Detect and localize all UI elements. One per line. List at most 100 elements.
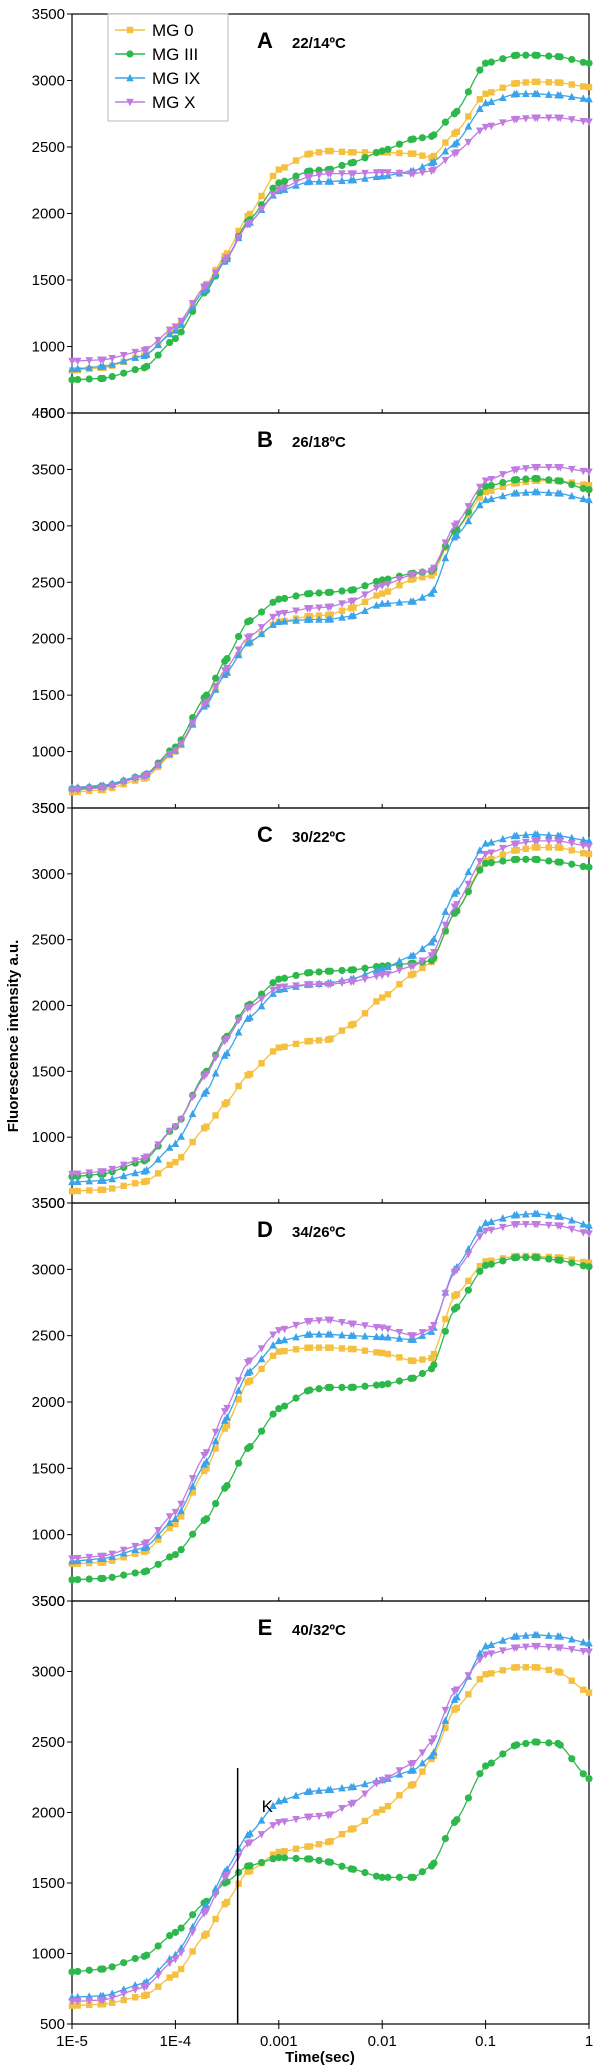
data-point-sample bbox=[257, 205, 266, 214]
series-mg-x bbox=[68, 1221, 593, 1563]
data-point-sample bbox=[511, 80, 518, 87]
data-point-sample bbox=[257, 1345, 266, 1353]
data-point-sample bbox=[223, 1404, 231, 1413]
data-point-sample bbox=[120, 1996, 127, 2004]
data-point-sample bbox=[188, 1928, 197, 1937]
data-point-sample bbox=[292, 178, 300, 187]
series-mg-iii bbox=[68, 855, 593, 1181]
data-point bbox=[481, 1227, 490, 1236]
series-line bbox=[71, 1256, 590, 1581]
data-point-sample bbox=[234, 1028, 243, 1036]
data-point-sample bbox=[188, 1482, 197, 1490]
data-point-sample bbox=[315, 1344, 323, 1351]
data-point-sample bbox=[119, 778, 128, 787]
data-point-sample bbox=[441, 921, 450, 930]
data-point-sample bbox=[280, 1335, 289, 1344]
data-point-sample bbox=[292, 1333, 300, 1341]
data-point-sample bbox=[476, 1649, 484, 1657]
data-point-sample bbox=[223, 655, 231, 663]
data-point-sample bbox=[86, 1559, 93, 1567]
data-point-sample bbox=[97, 374, 105, 383]
data-point-sample bbox=[544, 114, 553, 122]
data-point-sample bbox=[177, 328, 185, 336]
data-point-sample bbox=[395, 1873, 404, 1881]
data-point-sample bbox=[154, 340, 162, 349]
data-point-sample bbox=[326, 603, 335, 611]
legend: MG 0 MG III MG IX MG X bbox=[107, 13, 229, 122]
data-point-sample bbox=[487, 838, 496, 846]
y-tick-label: 500 bbox=[40, 800, 65, 817]
data-point-sample bbox=[73, 1170, 82, 1178]
data-point-sample bbox=[373, 1349, 380, 1356]
data-point-sample bbox=[177, 1116, 185, 1124]
data-point-sample bbox=[487, 481, 495, 490]
data-point-sample bbox=[246, 219, 254, 227]
legend-marker bbox=[126, 98, 134, 107]
data-point-sample bbox=[338, 1319, 346, 1327]
data-point-sample bbox=[556, 837, 565, 846]
data-point-sample bbox=[200, 701, 208, 709]
data-point-sample bbox=[85, 363, 94, 371]
data-point bbox=[68, 364, 76, 373]
data-point-sample bbox=[372, 1323, 381, 1332]
data-point-sample bbox=[292, 1815, 300, 1824]
data-point-sample bbox=[349, 175, 358, 184]
series-mg-0 bbox=[68, 844, 593, 1195]
data-point-sample bbox=[579, 842, 588, 850]
data-point-sample bbox=[280, 594, 289, 603]
data-point-sample bbox=[373, 998, 380, 1005]
panel-title: 40/32ºC bbox=[292, 1622, 346, 1639]
data-point-sample bbox=[510, 466, 519, 475]
data-point-sample bbox=[476, 66, 484, 74]
data-point-sample bbox=[269, 613, 277, 622]
data-point bbox=[585, 495, 593, 504]
data-point-sample bbox=[533, 1209, 542, 1217]
data-point-sample bbox=[303, 1787, 312, 1796]
data-point-sample bbox=[223, 1035, 231, 1044]
y-tick-label: 3500 bbox=[32, 1195, 65, 1212]
data-point bbox=[482, 59, 490, 67]
data-point-sample bbox=[349, 611, 358, 619]
y-tick-label: 3000 bbox=[32, 866, 65, 883]
data-point-sample bbox=[338, 1383, 346, 1392]
data-point-sample bbox=[154, 1971, 162, 1980]
data-point-sample bbox=[119, 1990, 128, 1998]
data-point-sample bbox=[361, 1382, 369, 1390]
data-point-sample bbox=[556, 1741, 564, 1749]
data-point-sample bbox=[109, 1185, 116, 1192]
data-point-sample bbox=[488, 487, 495, 494]
series-line bbox=[71, 491, 590, 789]
data-point-sample bbox=[177, 740, 185, 748]
x-tick-label: 1E-5 bbox=[56, 2033, 88, 2050]
data-point-sample bbox=[177, 1949, 185, 1957]
data-point-sample bbox=[430, 564, 438, 573]
data-point-sample bbox=[234, 1459, 243, 1467]
data-point-sample bbox=[372, 601, 381, 609]
data-point bbox=[585, 486, 593, 494]
data-point bbox=[68, 1555, 76, 1563]
data-point-sample bbox=[544, 1221, 553, 1230]
data-point-sample bbox=[361, 1779, 369, 1788]
data-point-sample bbox=[108, 1963, 116, 1971]
data-point bbox=[585, 1221, 593, 1229]
data-point-sample bbox=[154, 1942, 162, 1950]
data-point-sample bbox=[395, 1377, 404, 1385]
data-point-sample bbox=[453, 1692, 461, 1701]
data-point-sample bbox=[372, 1780, 381, 1788]
series-mg-iii bbox=[68, 1253, 593, 1584]
data-point-sample bbox=[464, 138, 473, 147]
data-point-sample bbox=[280, 184, 289, 192]
series-mg-x bbox=[68, 837, 593, 1179]
data-point-sample bbox=[246, 1867, 254, 1874]
series-line bbox=[71, 93, 590, 370]
data-point-sample bbox=[257, 629, 266, 638]
data-point bbox=[585, 1263, 593, 1271]
x-tick-label: 0.01 bbox=[368, 2033, 397, 2050]
data-point bbox=[275, 595, 283, 603]
data-point-sample bbox=[557, 844, 564, 852]
data-point-sample bbox=[430, 1752, 438, 1759]
data-point-sample bbox=[108, 782, 117, 790]
data-point-sample bbox=[154, 1560, 162, 1568]
series-line bbox=[71, 1255, 590, 1565]
data-point bbox=[275, 1044, 282, 1051]
